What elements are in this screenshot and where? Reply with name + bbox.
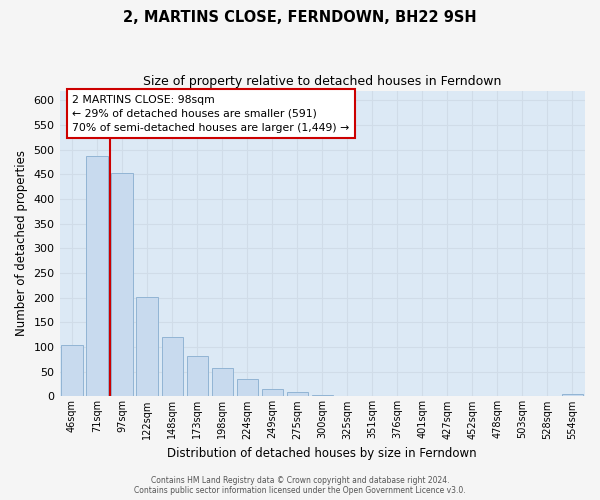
Text: Contains HM Land Registry data © Crown copyright and database right 2024.
Contai: Contains HM Land Registry data © Crown c… xyxy=(134,476,466,495)
Bar xyxy=(311,395,333,396)
Bar xyxy=(262,389,283,396)
Bar xyxy=(287,392,308,396)
Text: 2 MARTINS CLOSE: 98sqm
← 29% of detached houses are smaller (591)
70% of semi-de: 2 MARTINS CLOSE: 98sqm ← 29% of detached… xyxy=(72,94,349,132)
Title: Size of property relative to detached houses in Ferndown: Size of property relative to detached ho… xyxy=(143,75,502,88)
Bar xyxy=(112,173,133,396)
Bar xyxy=(236,378,258,396)
X-axis label: Distribution of detached houses by size in Ferndown: Distribution of detached houses by size … xyxy=(167,447,477,460)
Bar xyxy=(136,296,158,396)
Bar xyxy=(161,336,183,396)
Y-axis label: Number of detached properties: Number of detached properties xyxy=(15,150,28,336)
Bar xyxy=(61,344,83,397)
Bar xyxy=(562,394,583,396)
Bar xyxy=(86,156,108,396)
Bar xyxy=(212,368,233,396)
Bar xyxy=(187,356,208,397)
Text: 2, MARTINS CLOSE, FERNDOWN, BH22 9SH: 2, MARTINS CLOSE, FERNDOWN, BH22 9SH xyxy=(123,10,477,25)
